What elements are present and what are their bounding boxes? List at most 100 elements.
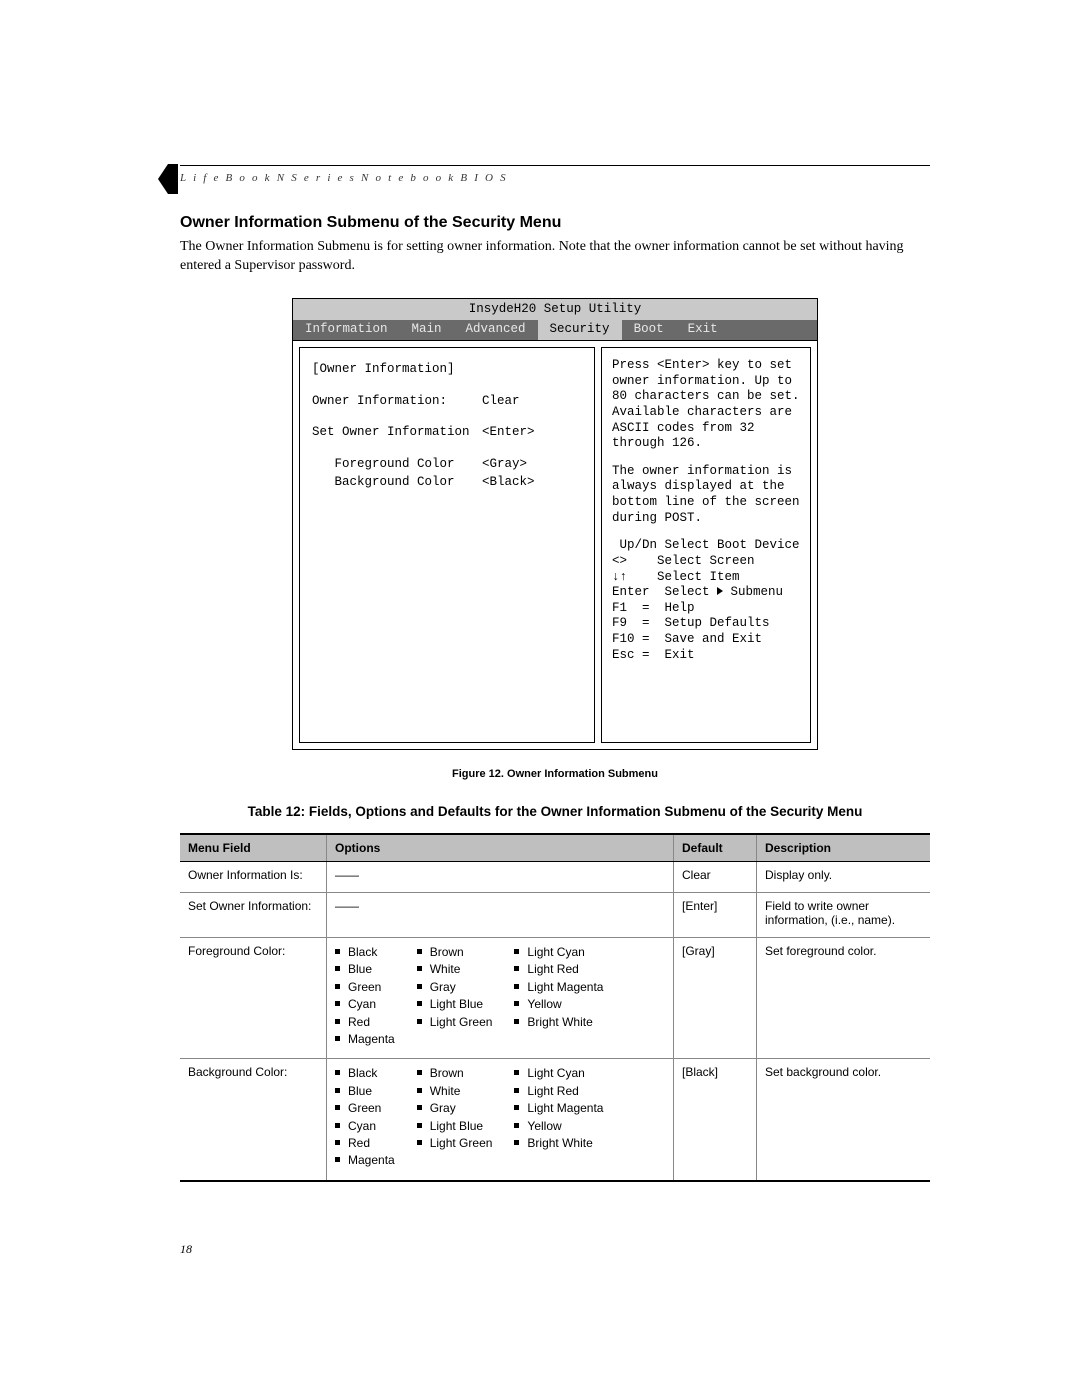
- option-item: Green: [335, 979, 395, 996]
- option-item: Bright White: [514, 1014, 603, 1031]
- bios-key-hint: ↓↑ Select Item: [612, 570, 802, 586]
- page: L i f e B o o k N S e r i e s N o t e b …: [0, 0, 1080, 1317]
- cell-options: ——: [327, 862, 674, 893]
- bios-row: Set Owner Information<Enter>: [312, 425, 582, 441]
- option-item: Light Cyan: [514, 944, 603, 961]
- bios-row-value: <Enter>: [482, 425, 535, 441]
- cell-menu-field: Background Color:: [180, 1059, 327, 1181]
- option-item: Brown: [417, 1065, 493, 1082]
- option-item: Light Green: [417, 1014, 493, 1031]
- bios-key-hint: Enter Select Submenu: [612, 585, 802, 601]
- bios-key-hint: F10 = Save and Exit: [612, 632, 802, 648]
- bios-row-value: <Black>: [482, 475, 535, 491]
- option-item: Green: [335, 1100, 395, 1117]
- bios-tab-main[interactable]: Main: [400, 320, 454, 340]
- fields-table: Menu Field Options Default Description O…: [180, 833, 930, 1182]
- bios-heading: [Owner Information]: [312, 362, 482, 378]
- page-number: 18: [180, 1242, 930, 1257]
- bios-row-label: Set Owner Information: [312, 425, 482, 441]
- table-caption: Table 12: Fields, Options and Defaults f…: [180, 804, 930, 819]
- th-description: Description: [757, 834, 931, 862]
- th-menu-field: Menu Field: [180, 834, 327, 862]
- bios-tab-security[interactable]: Security: [538, 320, 622, 340]
- cell-description: Set background color.: [757, 1059, 931, 1181]
- bios-row-label: Background Color: [312, 475, 482, 491]
- cell-default: [Black]: [674, 1059, 757, 1181]
- option-item: Cyan: [335, 1118, 395, 1135]
- option-item: Brown: [417, 944, 493, 961]
- running-head: L i f e B o o k N S e r i e s N o t e b …: [180, 165, 930, 184]
- option-item: Magenta: [335, 1152, 395, 1169]
- option-item: Black: [335, 944, 395, 961]
- bios-tab-exit[interactable]: Exit: [676, 320, 730, 340]
- option-item: Yellow: [514, 1118, 603, 1135]
- bios-tab-advanced[interactable]: Advanced: [454, 320, 538, 340]
- bios-help-1: Press <Enter> key to set owner informati…: [612, 358, 802, 452]
- option-item: Gray: [417, 1100, 493, 1117]
- intro-paragraph: The Owner Information Submenu is for set…: [180, 238, 930, 276]
- cell-default: [Enter]: [674, 893, 757, 938]
- th-default: Default: [674, 834, 757, 862]
- cell-default: [Gray]: [674, 938, 757, 1059]
- cell-description: Display only.: [757, 862, 931, 893]
- bios-row: Owner Information:Clear: [312, 394, 582, 410]
- option-item: Light Blue: [417, 1118, 493, 1135]
- cell-menu-field: Set Owner Information:: [180, 893, 327, 938]
- option-item: Light Magenta: [514, 1100, 603, 1117]
- bios-key-hint: Up/Dn Select Boot Device: [612, 538, 802, 554]
- option-item: Light Blue: [417, 996, 493, 1013]
- cell-description: Field to write owner information, (i.e.,…: [757, 893, 931, 938]
- table-row: Foreground Color:BlackBlueGreenCyanRedMa…: [180, 938, 930, 1059]
- option-item: Light Magenta: [514, 979, 603, 996]
- bios-screenshot: InsydeH20 Setup Utility InformationMainA…: [292, 298, 818, 750]
- cell-default: Clear: [674, 862, 757, 893]
- cell-options: ——: [327, 893, 674, 938]
- bios-key-hint: F9 = Setup Defaults: [612, 616, 802, 632]
- bios-row-label: Owner Information:: [312, 394, 482, 410]
- bios-row: Background Color<Black>: [312, 475, 582, 491]
- option-item: Gray: [417, 979, 493, 996]
- submenu-arrow-icon: [717, 587, 723, 595]
- option-item: Red: [335, 1014, 395, 1031]
- bios-tab-boot[interactable]: Boot: [622, 320, 676, 340]
- bios-key-hint: <> Select Screen: [612, 554, 802, 570]
- option-item: White: [417, 1083, 493, 1100]
- cell-menu-field: Foreground Color:: [180, 938, 327, 1059]
- option-item: Yellow: [514, 996, 603, 1013]
- cell-options: BlackBlueGreenCyanRedMagentaBrownWhiteGr…: [327, 938, 674, 1059]
- bios-left-panel: [Owner Information] Owner Information:Cl…: [299, 347, 595, 743]
- option-item: Light Cyan: [514, 1065, 603, 1082]
- running-head-text: L i f e B o o k N S e r i e s N o t e b …: [180, 172, 508, 184]
- bios-tab-bar: InformationMainAdvancedSecurityBootExit: [293, 320, 817, 340]
- cell-menu-field: Owner Information Is:: [180, 862, 327, 893]
- bios-body: [Owner Information] Owner Information:Cl…: [293, 340, 817, 749]
- bios-row: Foreground Color<Gray>: [312, 457, 582, 473]
- bios-row-label: Foreground Color: [312, 457, 482, 473]
- option-item: Black: [335, 1065, 395, 1082]
- bios-key-hint: F1 = Help: [612, 601, 802, 617]
- bios-row-value: <Gray>: [482, 457, 527, 473]
- option-item: Bright White: [514, 1135, 603, 1152]
- page-tab-icon: [146, 164, 178, 200]
- cell-options: BlackBlueGreenCyanRedMagenta BrownWhiteGr…: [327, 1059, 674, 1181]
- th-options: Options: [327, 834, 674, 862]
- bios-title: InsydeH20 Setup Utility: [293, 299, 817, 321]
- bios-help-panel: Press <Enter> key to set owner informati…: [601, 347, 811, 743]
- option-item: Light Green: [417, 1135, 493, 1152]
- section-title: Owner Information Submenu of the Securit…: [180, 214, 930, 232]
- cell-description: Set foreground color.: [757, 938, 931, 1059]
- table-row: Owner Information Is:——ClearDisplay only…: [180, 862, 930, 893]
- figure-caption: Figure 12. Owner Information Submenu: [180, 768, 930, 780]
- option-item: Magenta: [335, 1031, 395, 1048]
- bios-tab-information[interactable]: Information: [293, 320, 400, 340]
- bios-key-hint: Esc = Exit: [612, 648, 802, 664]
- option-item: Cyan: [335, 996, 395, 1013]
- option-item: Blue: [335, 1083, 395, 1100]
- table-row: Set Owner Information:——[Enter]Field to …: [180, 893, 930, 938]
- option-item: White: [417, 961, 493, 978]
- table-row: Background Color:BlackBlueGreenCyanRedMa…: [180, 1059, 930, 1181]
- bios-row-value: Clear: [482, 394, 520, 410]
- bios-help-2: The owner information is always displaye…: [612, 464, 802, 527]
- option-item: Light Red: [514, 1083, 603, 1100]
- option-item: Red: [335, 1135, 395, 1152]
